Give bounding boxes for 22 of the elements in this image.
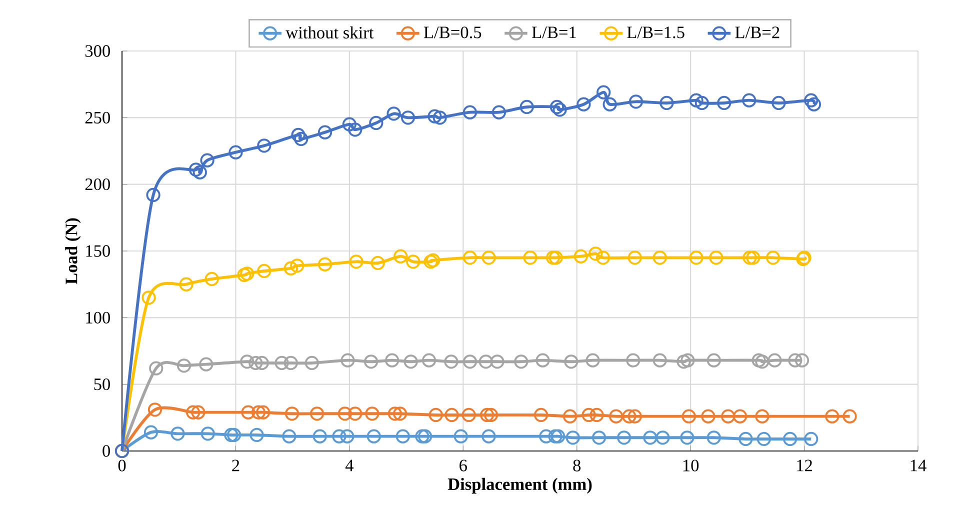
y-tick-label: 300 bbox=[85, 45, 110, 57]
legend-label: L/B=1.5 bbox=[627, 26, 684, 38]
x-tick-label: 12 bbox=[797, 460, 812, 472]
y-tick-label: 0 bbox=[102, 445, 110, 457]
x-axis-title: Displacement (mm) bbox=[448, 478, 592, 494]
legend-label: L/B=1 bbox=[532, 26, 576, 38]
x-tick-label: 4 bbox=[345, 460, 354, 472]
x-tick-label: 10 bbox=[683, 460, 699, 472]
legend-label: L/B=2 bbox=[735, 26, 780, 38]
y-axis-title: Load (N) bbox=[65, 218, 81, 284]
legend-label: without skirt bbox=[286, 26, 374, 39]
y-tick-label: 150 bbox=[86, 245, 110, 257]
y-tick-label: 100 bbox=[86, 312, 110, 324]
x-tick-label: 6 bbox=[460, 460, 467, 472]
x-tick-label: 8 bbox=[573, 460, 581, 472]
x-tick-label: 2 bbox=[232, 460, 240, 472]
x-tick-label: 14 bbox=[910, 460, 926, 472]
y-tick-label: 250 bbox=[85, 112, 110, 124]
x-tick-label: 0 bbox=[118, 460, 126, 472]
y-tick-label: 50 bbox=[94, 378, 110, 390]
y-tick-label: 200 bbox=[85, 178, 110, 190]
legend-label: L/B=0.5 bbox=[424, 26, 482, 38]
